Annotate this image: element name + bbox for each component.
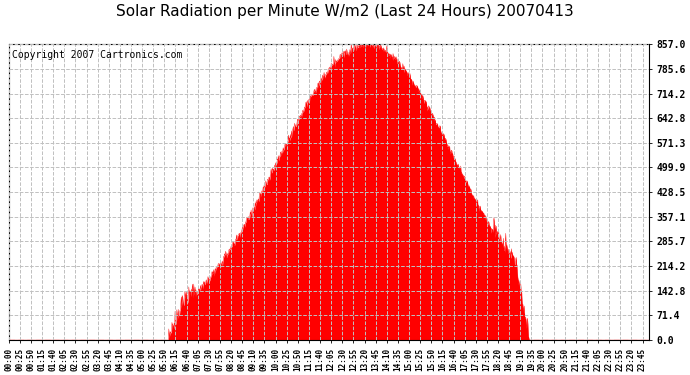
Text: Solar Radiation per Minute W/m2 (Last 24 Hours) 20070413: Solar Radiation per Minute W/m2 (Last 24… xyxy=(116,4,574,19)
Text: Copyright 2007 Cartronics.com: Copyright 2007 Cartronics.com xyxy=(12,50,182,60)
